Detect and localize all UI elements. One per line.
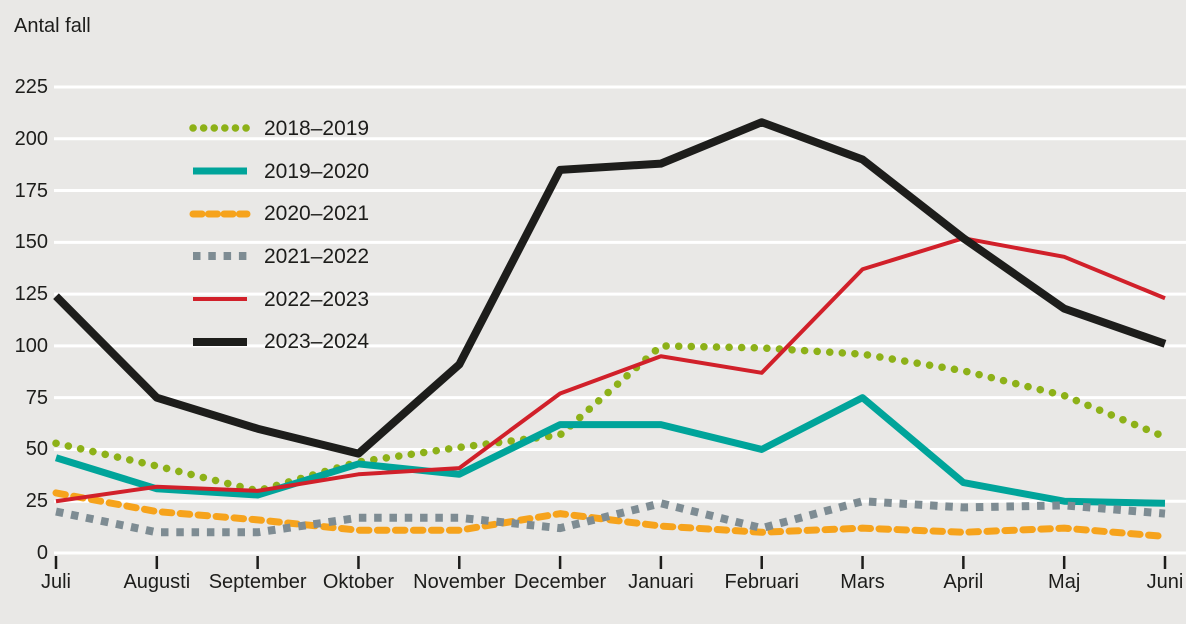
legend-swatch-round-dash (189, 210, 251, 218)
legend: 2018–2019 2019–2020 2020–2021 2021–2022 2022… (188, 107, 369, 363)
x-tick-label-oktober: Oktober (322, 571, 395, 593)
legend-swatch-round-dot (189, 124, 251, 133)
x-tick-label-augusti: Augusti (123, 571, 191, 593)
legend-label: 2020–2021 (264, 202, 370, 226)
legend-label: 2021–2022 (264, 244, 370, 268)
legend-label: 2022–2023 (264, 287, 370, 311)
y-tick-label: 50 (25, 438, 48, 461)
series-line-2021-2022 (55, 497, 1166, 537)
y-tick-label: 200 (14, 127, 48, 150)
legend-swatch-square-dot (193, 252, 247, 261)
x-tick-label-april: April (943, 571, 984, 593)
y-tick-label: 100 (14, 334, 48, 357)
y-axis-title: Antal fall (14, 15, 91, 37)
legend-item: 2020–2021 (188, 192, 369, 235)
x-tick-label-november: November (413, 571, 506, 593)
legend-label: 2018–2019 (264, 116, 370, 140)
legend-label: 2023–2024 (264, 330, 370, 354)
series-line-2018-2019 (52, 342, 1169, 495)
x-tick-label-september: September (208, 571, 307, 593)
legend-item: 2018–2019 (188, 107, 369, 150)
y-tick-label: 0 (36, 542, 48, 564)
legend-item: 2019–2020 (188, 150, 369, 193)
y-tick-label: 150 (14, 231, 48, 254)
series-line-2022-2023 (55, 236, 1166, 504)
x-tick-label-februari: Februari (724, 571, 799, 593)
series-line-2019-2020 (54, 394, 1166, 507)
legend-item: 2022–2023 (188, 278, 369, 321)
series-line-2023-2024 (53, 118, 1167, 458)
legend-label: 2019–2020 (264, 159, 370, 183)
y-tick-label: 25 (25, 490, 48, 513)
legend-swatch-solid (193, 167, 247, 175)
y-tick-label: 225 (14, 76, 48, 98)
y-tick-label: 75 (25, 386, 48, 409)
x-tick-label-januari: Januari (628, 571, 694, 593)
legend-item: 2021–2022 (188, 235, 369, 278)
series-line-2020-2021 (52, 489, 1169, 540)
legend-swatch-solid (193, 337, 247, 346)
x-tick-label-mars: Mars (840, 571, 885, 593)
legend-item: 2023–2024 (188, 320, 369, 363)
x-tick-label-juli: Juli (40, 571, 72, 593)
legend-swatch-solid (193, 297, 247, 302)
y-tick-label: 175 (14, 179, 48, 202)
x-tick-label-maj: Maj (1048, 571, 1081, 593)
x-tick-label-juni: Juni (1146, 571, 1184, 593)
x-tick-label-december: December (513, 571, 607, 593)
y-tick-label: 125 (14, 283, 48, 306)
